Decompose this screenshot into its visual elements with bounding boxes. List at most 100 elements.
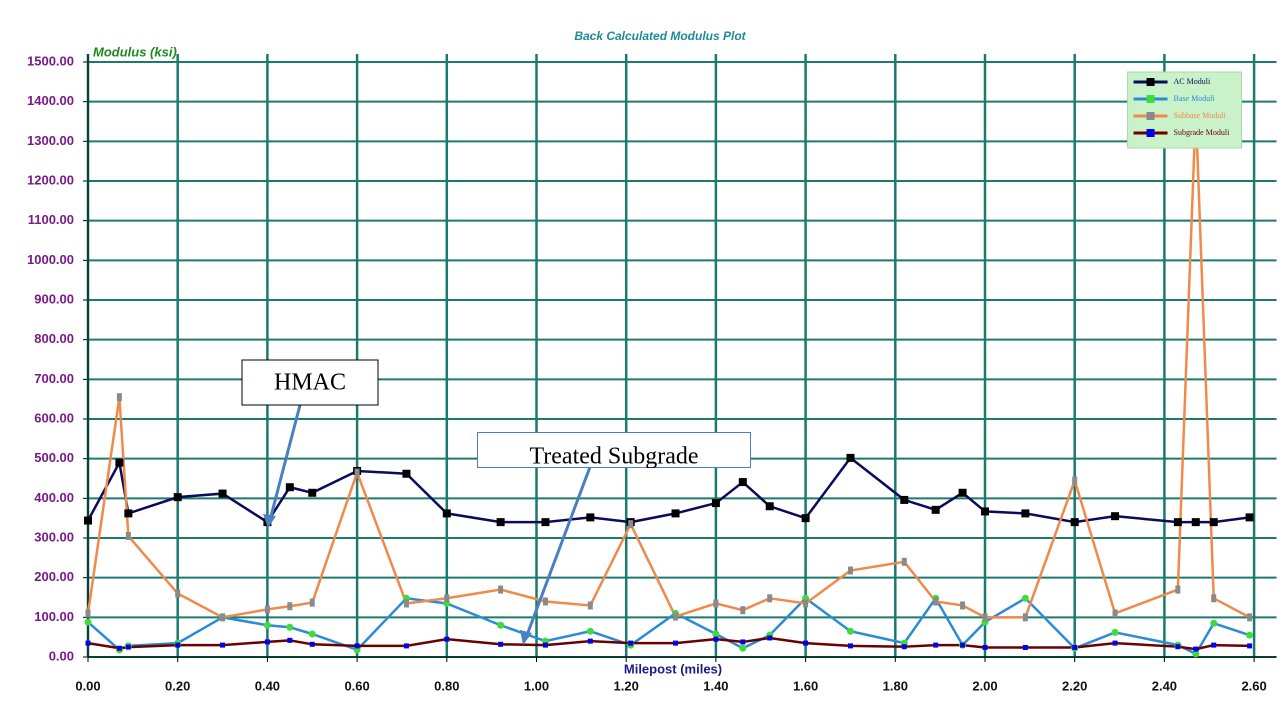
- marker: [175, 642, 181, 648]
- marker: [125, 644, 131, 650]
- x-tick-label: 0.00: [75, 678, 100, 693]
- marker: [711, 499, 720, 508]
- marker: [220, 613, 226, 622]
- x-tick-label: 2.40: [1152, 678, 1177, 693]
- legend-marker: [1146, 78, 1155, 86]
- x-tick-label: 2.20: [1062, 678, 1087, 693]
- marker: [960, 642, 966, 648]
- marker: [803, 640, 809, 646]
- annotation-box: [477, 432, 751, 468]
- marker: [308, 630, 316, 638]
- marker: [85, 609, 91, 618]
- marker: [444, 636, 450, 642]
- marker: [442, 509, 451, 518]
- marker: [402, 469, 411, 478]
- marker: [1211, 642, 1217, 648]
- marker: [124, 509, 133, 518]
- arrow-head: [263, 514, 276, 528]
- marker: [1021, 594, 1029, 602]
- marker: [1210, 619, 1218, 627]
- marker: [1112, 640, 1118, 646]
- marker: [958, 488, 967, 497]
- marker: [740, 639, 746, 645]
- y-tick-label: 1200.00: [27, 172, 74, 187]
- y-tick-label: 700.00: [34, 371, 74, 386]
- grid: 0.00 100.00 200.00 300.00 400.00 500.00 600.00…: [27, 53, 1277, 693]
- marker: [1246, 631, 1254, 639]
- marker: [982, 613, 988, 622]
- marker: [587, 601, 593, 610]
- marker: [1111, 628, 1119, 636]
- y-tick-label: 1000.00: [27, 252, 74, 267]
- legend-marker: [1146, 112, 1155, 120]
- legend-label: Subbase Moduli: [1174, 111, 1227, 120]
- marker: [1070, 518, 1079, 527]
- x-tick-label: 1.60: [793, 678, 818, 693]
- marker: [1022, 613, 1028, 622]
- marker: [1245, 513, 1254, 522]
- marker: [1022, 644, 1028, 650]
- marker: [628, 520, 634, 529]
- annotation-text: HMAC: [274, 370, 346, 396]
- arrow: [525, 466, 592, 636]
- y-tick-label: 900.00: [34, 291, 74, 306]
- y-tick-label: 300.00: [34, 529, 74, 544]
- marker: [1209, 518, 1218, 527]
- series-line: [87, 595, 1251, 656]
- legend-label: Base Moduli: [1174, 94, 1216, 103]
- marker: [713, 636, 719, 642]
- x-tick-label: 0.60: [344, 678, 369, 693]
- marker: [497, 621, 505, 629]
- marker: [767, 635, 773, 641]
- legend-label: Subgrade Moduli: [1174, 128, 1231, 137]
- marker: [115, 458, 124, 467]
- marker: [671, 509, 680, 518]
- marker: [444, 594, 450, 603]
- marker: [1072, 476, 1078, 485]
- chart-title: Back Calculated Modulus Plot: [574, 29, 746, 43]
- marker: [767, 594, 773, 603]
- marker: [286, 623, 294, 631]
- marker: [263, 621, 271, 629]
- marker: [673, 612, 679, 621]
- annotation-treated-subgrade: Treated Subgrade: [477, 432, 751, 645]
- marker: [982, 644, 988, 650]
- annotation-text: Treated Subgrade: [529, 444, 698, 470]
- marker: [285, 483, 294, 492]
- marker: [1111, 512, 1120, 521]
- marker: [542, 642, 548, 648]
- marker: [803, 599, 809, 608]
- marker: [116, 393, 122, 402]
- marker: [542, 597, 548, 606]
- y-tick-label: 800.00: [34, 331, 74, 346]
- marker: [287, 637, 293, 643]
- marker: [125, 532, 131, 541]
- marker: [847, 643, 853, 649]
- x-tick-label: 1.00: [524, 678, 549, 693]
- marker: [354, 643, 360, 649]
- marker: [264, 639, 270, 645]
- marker: [1173, 518, 1182, 527]
- marker: [738, 478, 747, 487]
- marker: [308, 488, 317, 497]
- y-tick-label: 600.00: [34, 410, 74, 425]
- x-axis-label: Milepost (miles): [624, 661, 722, 676]
- annotation-clip: Treated Subgrade: [477, 432, 751, 470]
- marker: [847, 566, 853, 575]
- y-tick-label: 400.00: [34, 490, 74, 505]
- y-tick-label: 100.00: [34, 609, 74, 624]
- y-tick-label: 500.00: [34, 450, 74, 465]
- x-tick-label: 2.00: [972, 678, 997, 693]
- marker: [354, 468, 360, 477]
- marker: [84, 618, 92, 626]
- marker: [846, 627, 854, 635]
- x-tick-label: 1.20: [614, 678, 639, 693]
- marker: [541, 518, 550, 527]
- y-tick-label: 1500.00: [27, 53, 74, 68]
- legend-marker: [1146, 95, 1155, 103]
- marker: [901, 557, 907, 566]
- marker: [173, 493, 182, 502]
- marker: [1247, 613, 1253, 622]
- marker: [846, 453, 855, 462]
- marker: [1193, 646, 1199, 652]
